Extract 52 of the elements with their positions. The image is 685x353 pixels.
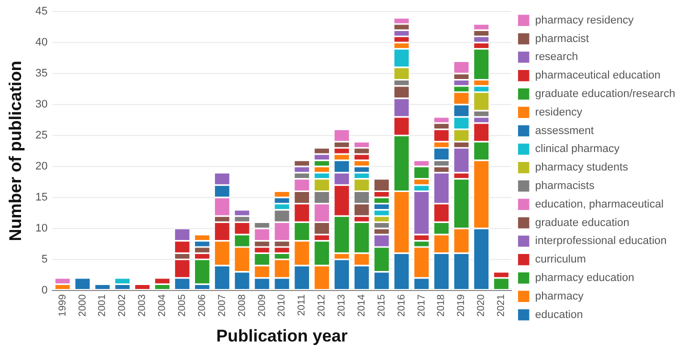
y-tick-label: 15: [35, 191, 48, 204]
x-tick-label: 2005: [176, 294, 188, 317]
y-tick-label: 30: [35, 98, 48, 111]
x-tick-label: 2001: [97, 294, 108, 317]
legend-label: assessment: [535, 124, 594, 137]
legend-label: graduate education/research: [535, 88, 676, 100]
x-tick-label: 2009: [256, 294, 268, 317]
legend-label: education: [535, 308, 583, 321]
legend-label: pharmacy students: [535, 162, 629, 174]
x-tick-label: 2004: [157, 294, 168, 317]
x-tick-label: 2000: [77, 294, 88, 317]
x-tick-label: 2017: [416, 294, 428, 317]
x-axis-title: Publication year: [216, 326, 348, 346]
y-tick-label: 10: [35, 222, 48, 234]
legend-label: education, pharmaceutical: [535, 198, 664, 210]
legend-label: pharmacists: [535, 180, 595, 192]
legend-label: pharmacist: [535, 32, 589, 45]
y-axis-title: Number of publication: [6, 60, 25, 242]
legend-label: pharmacy: [535, 290, 584, 302]
legend-label: research: [535, 51, 578, 64]
x-tick-label: 2003: [137, 294, 148, 317]
y-tick-label: 0: [42, 284, 48, 296]
legend-label: interprofessional education: [535, 235, 667, 248]
x-tick-label: 2002: [117, 294, 128, 317]
x-tick-label: 1999: [57, 294, 68, 317]
legend-label: pharmacy education: [535, 272, 634, 284]
x-tick-label: 2016: [396, 294, 408, 317]
y-tick-label: 35: [35, 68, 48, 80]
x-tick-label: 2014: [356, 294, 368, 317]
x-tick-label: 2007: [216, 294, 228, 317]
x-tick-label: 2021: [496, 294, 508, 317]
x-tick-label: 2020: [476, 294, 488, 317]
x-tick-label: 2006: [196, 294, 208, 317]
y-tick-label: 20: [35, 160, 48, 172]
legend-label: curriculum: [535, 254, 586, 266]
y-tick-label: 25: [35, 130, 48, 142]
x-tick-label: 2018: [436, 294, 448, 317]
legend-label: graduate education: [535, 216, 630, 229]
legend-label: residency: [535, 106, 583, 118]
x-tick-label: 2008: [236, 294, 248, 317]
x-tick-label: 2011: [296, 294, 308, 316]
x-tick-label: 2015: [376, 294, 388, 317]
x-tick-label: 2010: [276, 294, 288, 317]
legend-label: pharmacy residency: [535, 14, 634, 26]
y-tick-label: 45: [35, 6, 48, 18]
legend-label: clinical pharmacy: [535, 143, 620, 156]
legend-label: pharmaceutical education: [535, 70, 661, 82]
y-tick-label: 5: [42, 253, 48, 266]
x-tick-label: 2019: [456, 294, 468, 317]
x-tick-label: 2013: [336, 294, 348, 317]
y-tick-label: 40: [35, 36, 48, 49]
x-tick-label: 2012: [316, 294, 328, 317]
